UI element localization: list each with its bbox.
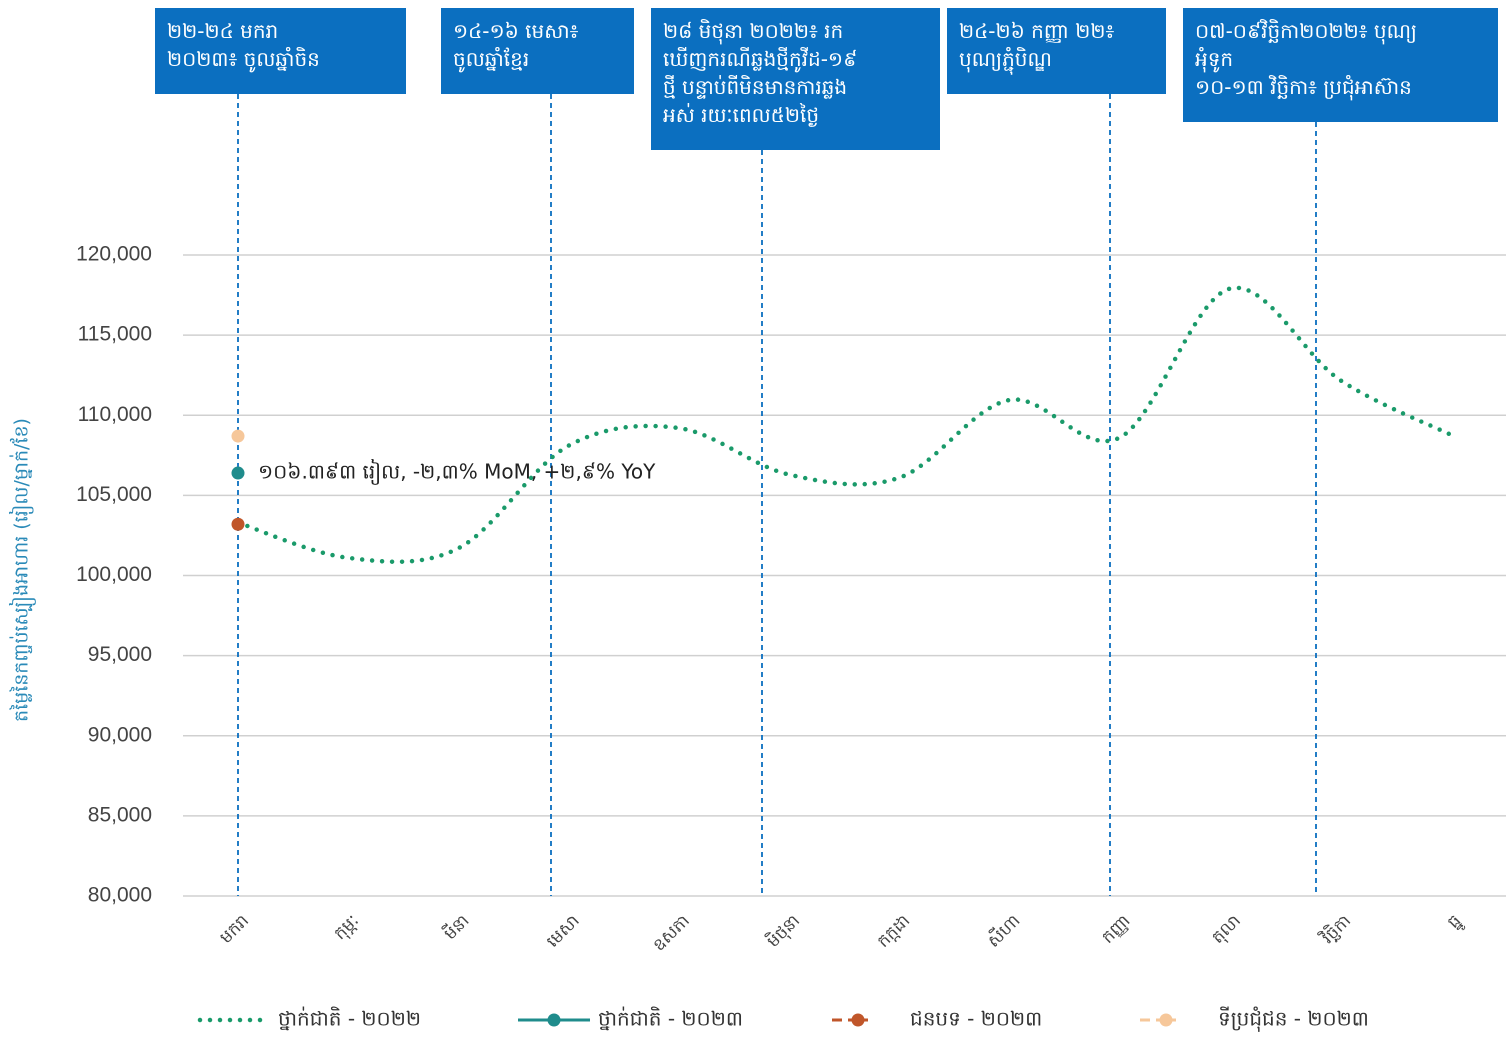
x-tick-label: មេសា [543, 911, 584, 952]
x-tick-label: មីនា [439, 910, 474, 945]
event-text: អុំទូក [1195, 46, 1233, 73]
x-tick-label: សីហា [982, 910, 1024, 952]
x-tick-label: ធ្នូ [1443, 911, 1467, 935]
x-tick-label: មករា [216, 911, 253, 948]
event-text: បុណ្យភ្ជុំបិណ្ឌ [959, 46, 1052, 75]
event-text: ១៤-១៦ មេសា៖ [453, 19, 579, 43]
legend-marker [547, 1013, 561, 1027]
x-tick-label: វិច្ឆិកា [1315, 910, 1355, 950]
y-tick-label: 85,000 [88, 803, 152, 826]
legend-label: ទីប្រជុំជន - ២០២៣ [1218, 1006, 1369, 1033]
event-text: ១០-១៣ វិច្ឆិកា៖ ប្រជុំអាស៊ាន [1195, 74, 1412, 101]
event-box [651, 8, 940, 150]
event-text: ២៨ មិថុនា ២០២២៖ រក [663, 18, 843, 45]
data-point [231, 429, 245, 443]
series-line [235, 285, 1453, 565]
event-box [441, 8, 634, 94]
legend-item: ថ្នាក់ជាតិ - ២០២២ [197, 1006, 421, 1031]
event-text: ចូលឆ្នាំខ្មែរ [453, 46, 529, 73]
legend-label: ថ្នាក់ជាតិ - ២០២២ [278, 1006, 421, 1031]
event-text: ០៧-០៩វិច្ឆិកា២០២២៖ បុណ្យ [1195, 18, 1417, 45]
data-point [231, 466, 245, 480]
y-tick-label: 90,000 [88, 723, 152, 746]
y-axis-label: តម្លៃនៃកញ្ចប់ស្បៀងអាហារ (រៀល/ម្នាក់/ខែ) [9, 418, 37, 722]
x-tick-label: មិថុនា [762, 910, 805, 953]
legend-marker [1159, 1013, 1173, 1027]
point-label: ១០៦.៣៩៣ រៀល, -២,៣% MoM, +២,៩% YoY [258, 459, 656, 486]
legend-item: ទីប្រជុំជន - ២០២៣ [1140, 1006, 1369, 1033]
event-text: ថ្មី បន្ទាប់ពីមិនមានការឆ្លង [663, 74, 847, 99]
event-box [1183, 8, 1498, 122]
legend-item: ថ្នាក់ជាតិ - ២០២៣ [518, 1006, 743, 1031]
x-tick-label: កក្កដា [873, 911, 914, 952]
event-text: ២០២៣៖ ចូលឆ្នាំចិន [167, 46, 320, 73]
y-tick-label: 115,000 [78, 323, 152, 346]
legend-marker [851, 1013, 865, 1027]
x-tick-label: កុម្ភៈ [330, 911, 364, 945]
event-text: ២៤-២៦ កញ្ញា ២២៖ [959, 19, 1114, 43]
x-tick-label: កញ្ញា [1098, 911, 1135, 948]
y-tick-label: 120,000 [76, 243, 152, 266]
y-tick-label: 95,000 [88, 643, 152, 666]
y-tick-label: 105,000 [76, 483, 152, 506]
x-tick-label: ឧសភា [649, 911, 694, 956]
legend-item: ជនបទ - ២០២៣ [832, 1007, 1042, 1031]
event-box [947, 8, 1166, 94]
x-tick-label: តុលា [1208, 911, 1246, 949]
y-tick-label: 80,000 [88, 884, 152, 907]
event-text: ឃើញករណីឆ្លងថ្មីកូវីដ-១៩ [663, 46, 857, 73]
data-point [231, 517, 245, 531]
legend-label: ជនបទ - ២០២៣ [910, 1007, 1042, 1031]
event-text: ២២-២៤ មករា [167, 19, 278, 43]
legend-label: ថ្នាក់ជាតិ - ២០២៣ [598, 1006, 743, 1031]
event-box [155, 8, 406, 94]
y-tick-label: 110,000 [78, 403, 152, 426]
event-text: អស់ រយៈពេល៥២ថ្ងៃ [663, 102, 819, 127]
y-tick-label: 100,000 [76, 563, 152, 586]
